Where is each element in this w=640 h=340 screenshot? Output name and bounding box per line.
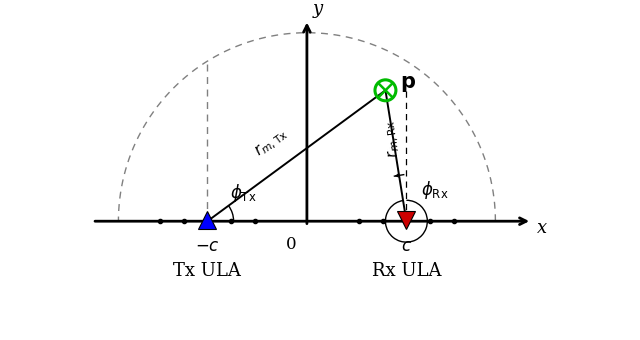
Text: $\phi_{\mathrm{Rx}}$: $\phi_{\mathrm{Rx}}$: [420, 179, 449, 201]
Text: $r_{m,\mathrm{Tx}}$: $r_{m,\mathrm{Tx}}$: [252, 126, 292, 162]
Text: $r_{m,\mathrm{Rx}}$: $r_{m,\mathrm{Rx}}$: [381, 119, 404, 158]
Text: Tx ULA: Tx ULA: [173, 262, 241, 280]
Text: $-c$: $-c$: [195, 238, 220, 255]
Text: x: x: [538, 219, 547, 237]
Text: $c$: $c$: [401, 238, 412, 255]
Text: 0: 0: [286, 236, 296, 253]
Text: $\phi_{\mathrm{Tx}}$: $\phi_{\mathrm{Tx}}$: [230, 182, 256, 204]
Text: y: y: [313, 0, 323, 18]
Text: $\mathbf{p}$: $\mathbf{p}$: [400, 74, 416, 94]
Text: Rx ULA: Rx ULA: [372, 262, 441, 280]
